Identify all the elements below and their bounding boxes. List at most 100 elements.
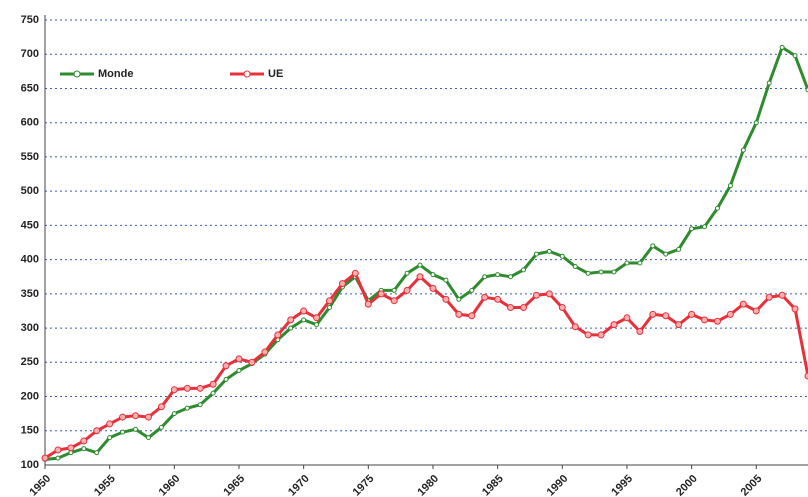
point <box>688 310 696 318</box>
point <box>184 405 190 411</box>
point <box>571 323 579 331</box>
point <box>287 316 295 324</box>
point <box>210 390 216 396</box>
point <box>183 384 191 392</box>
point <box>132 412 140 420</box>
point <box>404 270 410 276</box>
point <box>235 355 243 363</box>
point <box>442 295 450 303</box>
point <box>558 304 566 312</box>
point <box>301 317 307 323</box>
point <box>663 251 669 257</box>
point <box>158 424 164 430</box>
x-tick-label: 2000 <box>674 473 700 497</box>
point <box>144 413 152 421</box>
y-tick-label: 350 <box>21 288 39 300</box>
point <box>54 446 62 454</box>
point <box>636 328 644 335</box>
point <box>455 310 463 318</box>
point <box>390 297 398 305</box>
point <box>403 286 411 294</box>
legend-label: UE <box>268 68 283 80</box>
point <box>261 348 269 356</box>
point <box>171 411 177 417</box>
point <box>236 368 242 374</box>
point <box>740 147 746 153</box>
point <box>676 246 682 252</box>
point <box>274 331 282 339</box>
x-tick-label: 1965 <box>221 473 247 497</box>
point <box>702 224 708 230</box>
point <box>364 300 372 308</box>
point <box>610 321 618 329</box>
y-tick-label: 700 <box>21 48 39 60</box>
point <box>145 435 151 441</box>
point <box>508 274 514 280</box>
point <box>753 120 759 126</box>
point <box>429 284 437 292</box>
point <box>675 321 683 329</box>
point <box>623 314 631 322</box>
y-tick-label: 450 <box>21 219 39 231</box>
point <box>80 437 88 445</box>
point <box>443 277 449 283</box>
y-tick-label: 600 <box>21 117 39 129</box>
point <box>468 312 476 320</box>
point <box>597 331 605 339</box>
legend-label: Monde <box>98 68 133 80</box>
point <box>351 269 359 277</box>
point <box>766 80 772 86</box>
point <box>326 297 334 305</box>
point <box>338 280 346 288</box>
point <box>520 267 526 273</box>
x-tick-label: 1995 <box>609 473 635 497</box>
point <box>713 317 721 325</box>
point <box>701 316 709 324</box>
point <box>223 376 229 382</box>
point <box>120 429 126 435</box>
point <box>133 426 139 432</box>
y-tick-label: 100 <box>21 459 39 471</box>
y-tick-label: 500 <box>21 185 39 197</box>
point <box>792 53 798 59</box>
point <box>726 310 734 318</box>
series-line <box>44 45 808 462</box>
point <box>94 450 100 456</box>
y-tick-label: 650 <box>21 82 39 94</box>
y-tick-label: 300 <box>21 322 39 334</box>
point <box>81 446 87 452</box>
point <box>482 274 488 280</box>
point <box>481 293 489 301</box>
point <box>300 307 308 315</box>
point <box>157 403 165 411</box>
point <box>106 420 114 428</box>
x-tick-label: 1950 <box>27 473 53 497</box>
point <box>532 291 540 299</box>
point <box>377 290 385 298</box>
point <box>416 273 424 281</box>
point <box>417 262 423 268</box>
point <box>572 263 578 269</box>
point <box>649 310 657 318</box>
point <box>739 300 747 308</box>
point <box>584 331 592 339</box>
point <box>778 291 786 299</box>
point <box>714 205 720 211</box>
x-tick-label: 1960 <box>157 473 183 497</box>
point <box>637 260 643 266</box>
point <box>67 444 75 452</box>
y-tick-label: 200 <box>21 390 39 402</box>
y-tick-label: 250 <box>21 356 39 368</box>
point <box>546 248 552 254</box>
legend-marker <box>243 70 251 78</box>
point <box>288 325 294 331</box>
point <box>494 295 502 303</box>
point <box>507 304 515 312</box>
point <box>624 260 630 266</box>
point <box>391 287 397 293</box>
y-tick-label: 400 <box>21 254 39 266</box>
point <box>456 296 462 302</box>
point <box>209 380 217 388</box>
legend-marker <box>73 70 81 78</box>
